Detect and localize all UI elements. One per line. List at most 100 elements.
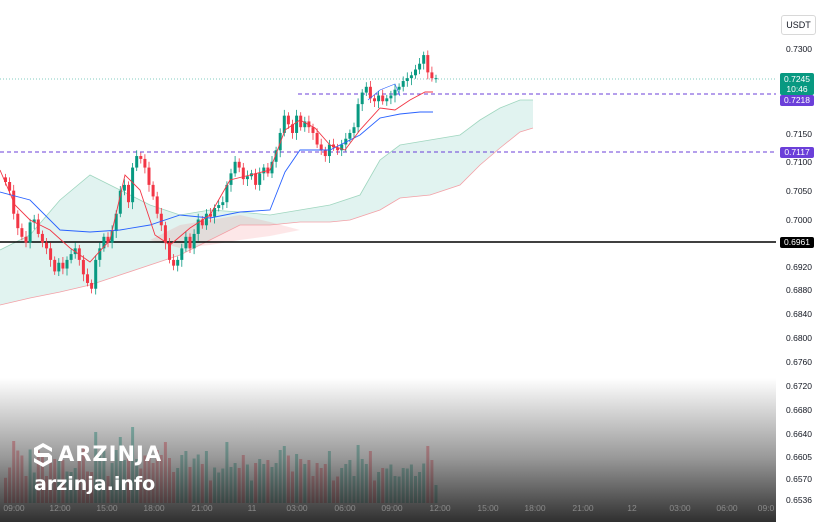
volume-bar bbox=[188, 467, 192, 503]
candle-body bbox=[286, 115, 290, 125]
volume-bar bbox=[389, 464, 393, 503]
volume-bar bbox=[368, 451, 372, 503]
price-tick-0: 0.7300 bbox=[786, 44, 812, 54]
candle-body bbox=[69, 254, 73, 260]
candle-body bbox=[151, 184, 155, 197]
candle-body bbox=[143, 158, 147, 168]
candle-body bbox=[110, 231, 114, 243]
time-axis: 09:00 12:00 15:00 18:00 21:00 11 03:00 0… bbox=[0, 503, 776, 517]
volume-bar bbox=[241, 455, 245, 503]
volume-bar bbox=[409, 464, 413, 503]
volume-bar bbox=[274, 463, 278, 503]
candle-body bbox=[414, 69, 417, 76]
candle-body bbox=[389, 95, 393, 99]
candle-body bbox=[40, 233, 44, 243]
volume-bar bbox=[405, 468, 409, 503]
price-tick-7: 0.6840 bbox=[786, 309, 812, 319]
time-tick-14: 03:00 bbox=[669, 503, 691, 513]
candle-body bbox=[356, 104, 360, 128]
candle-body bbox=[122, 184, 126, 191]
time-tick-9: 12:00 bbox=[429, 503, 451, 513]
price-tick-6: 0.6880 bbox=[786, 285, 812, 295]
volume-bar bbox=[16, 450, 20, 503]
time-tick-16: 09:0 bbox=[757, 503, 775, 513]
time-tick-15: 06:00 bbox=[716, 503, 738, 513]
kijun-sen-line bbox=[0, 111, 433, 233]
volume-bar bbox=[286, 455, 290, 503]
price-tick-4: 0.7000 bbox=[786, 215, 812, 225]
volume-bar bbox=[348, 460, 352, 503]
cloud bbox=[0, 99, 534, 306]
volume-bar bbox=[323, 464, 327, 503]
volume-bar bbox=[430, 460, 434, 503]
volume-bar bbox=[192, 458, 196, 503]
time-tick-0: 09:00 bbox=[3, 503, 25, 513]
candle-body bbox=[163, 225, 167, 243]
candle-body bbox=[57, 262, 61, 272]
time-tick-6: 03:00 bbox=[286, 503, 308, 513]
candle-body bbox=[86, 274, 89, 283]
candle-body bbox=[299, 115, 303, 128]
time-tick-4: 21:00 bbox=[191, 503, 213, 513]
volume-bar bbox=[311, 476, 315, 503]
candle-body bbox=[381, 95, 385, 102]
candle-body bbox=[81, 259, 85, 275]
candle-body bbox=[8, 182, 12, 191]
candle-body bbox=[368, 86, 372, 99]
candle-body bbox=[192, 233, 196, 249]
candle-body bbox=[159, 213, 163, 226]
time-tick-3: 18:00 bbox=[143, 503, 165, 513]
volume-bar bbox=[237, 468, 241, 503]
brand-name: ARZINJA bbox=[58, 442, 163, 466]
candle-body bbox=[245, 176, 249, 180]
candle-body bbox=[295, 115, 299, 133]
candle-body bbox=[418, 63, 422, 70]
candle-body bbox=[340, 144, 344, 151]
currency-label[interactable]: USDT bbox=[781, 15, 816, 35]
candle-body bbox=[135, 156, 139, 168]
time-tick-7: 06:00 bbox=[334, 503, 356, 513]
time-tick-12: 21:00 bbox=[572, 503, 594, 513]
volume-bar bbox=[414, 476, 417, 503]
candle-body bbox=[270, 161, 274, 174]
candle-body bbox=[225, 184, 229, 203]
candle-body bbox=[200, 219, 204, 226]
kumo-cloud-green bbox=[0, 100, 533, 305]
bar-countdown: 10:46 bbox=[786, 84, 808, 94]
candle-body bbox=[393, 89, 397, 96]
volume-bar bbox=[217, 472, 221, 503]
candle-body bbox=[36, 219, 40, 234]
senkou-span-b bbox=[0, 127, 534, 306]
volume-bar bbox=[319, 468, 323, 503]
arzinja-logo-icon bbox=[34, 443, 52, 467]
volume-bar bbox=[258, 459, 262, 503]
volume-bar bbox=[295, 454, 299, 503]
volume-bar bbox=[393, 476, 397, 503]
volume-bar bbox=[397, 476, 401, 503]
level-tag-0.7117: 0.7117 bbox=[780, 147, 814, 158]
volume-bar bbox=[418, 472, 422, 503]
candle-body bbox=[405, 78, 409, 82]
volume-bar bbox=[221, 468, 225, 503]
volume-bar bbox=[172, 472, 176, 503]
candle-body bbox=[4, 177, 7, 182]
candle-body bbox=[323, 150, 327, 157]
volume-bar bbox=[303, 464, 307, 503]
time-tick-13: 12 bbox=[627, 503, 637, 513]
price-tick-11: 0.6680 bbox=[786, 405, 812, 415]
candle-body bbox=[213, 207, 217, 217]
volume-bar bbox=[344, 464, 348, 503]
price-tick-15: 0.6536 bbox=[786, 495, 812, 505]
volume-bar bbox=[233, 463, 237, 503]
volume-bar bbox=[352, 476, 356, 503]
volume-bar bbox=[422, 463, 426, 503]
volume-bar bbox=[377, 472, 381, 503]
time-tick-11: 18:00 bbox=[524, 503, 546, 513]
volume-bar bbox=[364, 464, 368, 503]
volume-bar bbox=[270, 467, 274, 503]
price-tick-3: 0.7050 bbox=[786, 186, 812, 196]
candle-body bbox=[303, 121, 307, 128]
last-price-tag: 0.7245 10:46 bbox=[780, 73, 814, 95]
candle-body bbox=[180, 248, 184, 260]
candle-body bbox=[49, 248, 53, 260]
